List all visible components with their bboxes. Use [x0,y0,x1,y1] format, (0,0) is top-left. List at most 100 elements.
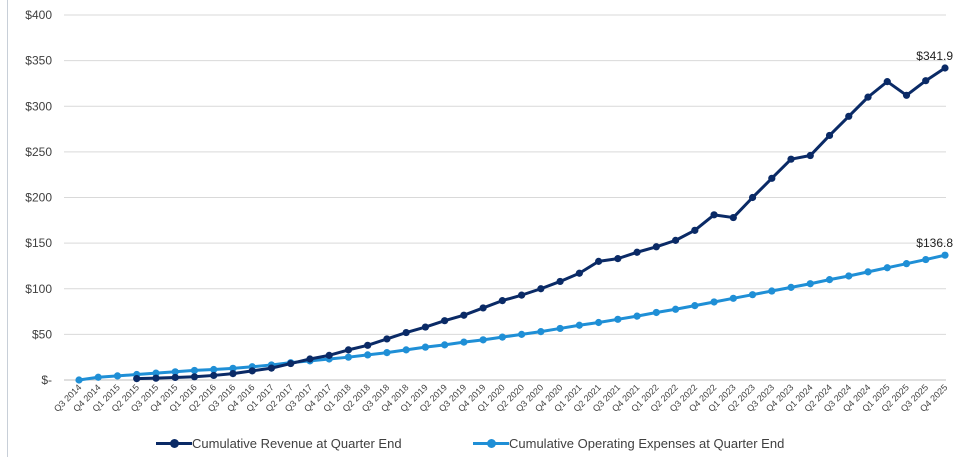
revenue-data-point [402,328,410,337]
opex-data-point [460,338,468,346]
opex-data-point [190,366,199,375]
revenue-data-point [518,291,526,299]
revenue-data-point [595,257,603,265]
revenue-data-point [825,131,834,140]
revenue-data-point [460,311,468,319]
revenue-data-point [748,193,757,202]
legend-label-revenue: Cumulative Revenue at Quarter End [192,435,402,451]
opex-data-point [556,324,564,333]
opex-data-point [652,308,660,317]
opex-data-point [941,251,949,259]
opex-data-point [633,312,641,320]
revenue-data-point [883,78,891,86]
legend-item-opex: Cumulative Operating Expenses at Quarter… [473,432,784,454]
opex-data-point [210,365,218,374]
chart-legend: Cumulative Revenue at Quarter End Cumula… [0,432,959,454]
revenue-data-point [229,370,237,378]
revenue-data-point [344,346,353,354]
revenue-data-point [710,211,718,219]
opex-data-point [383,349,391,357]
y-tick-label: $400 [25,8,52,22]
revenue-data-point [190,373,199,381]
legend-swatch-opex [473,432,509,454]
revenue-data-point [575,269,583,277]
revenue-data-point [479,304,487,312]
opex-data-point [479,336,487,344]
revenue-data-point [441,317,449,325]
revenue-data-point [941,64,949,72]
legend-item-revenue: Cumulative Revenue at Quarter End [156,432,402,454]
y-tick-label: $100 [25,282,52,296]
revenue-data-point [691,226,699,234]
revenue-end-data-label: $341.9 [916,49,953,63]
y-tick-label: $- [41,373,52,387]
opex-data-point [171,368,179,376]
revenue-data-point [845,112,853,120]
opex-data-point [94,373,102,381]
opex-data-point [845,272,853,280]
revenue-data-point [152,374,160,382]
opex-data-point [825,276,834,284]
opex-data-point [768,287,776,295]
y-tick-label: $350 [25,54,52,68]
opex-data-point [595,318,603,327]
opex-data-point [806,280,814,288]
opex-data-point [787,283,795,291]
y-tick-label: $50 [32,327,52,341]
revenue-data-point [729,213,737,222]
revenue-data-point [133,375,141,383]
opex-data-point [537,328,545,336]
revenue-data-point [498,297,506,305]
opex-series-line [78,253,946,382]
opex-data-point [671,305,680,313]
revenue-data-point [922,77,930,85]
y-tick-label: $250 [25,145,52,159]
revenue-data-point [248,367,256,375]
revenue-data-point [287,359,295,368]
revenue-data-point [902,91,911,99]
opex-data-point [344,353,353,361]
opex-data-point [75,376,83,384]
opex-data-point [113,372,122,380]
revenue-data-point [633,248,641,256]
opex-data-point [614,315,622,323]
legend-label-opex: Cumulative Operating Expenses at Quarter… [509,435,785,451]
revenue-data-point [171,373,179,382]
revenue-data-point [671,236,680,244]
opex-data-point [864,268,872,276]
revenue-data-point [556,277,564,286]
revenue-data-point [864,93,872,101]
revenue-data-point [383,335,391,343]
revenue-data-point [306,355,314,363]
opex-data-point [710,298,718,306]
revenue-data-point [421,323,429,331]
opex-end-data-label: $136.8 [916,236,953,250]
opex-data-point [922,255,930,264]
opex-data-point [518,330,526,338]
revenue-data-point [325,351,333,359]
opex-data-point [498,333,506,341]
revenue-data-point [768,174,776,182]
revenue-data-point [210,371,218,380]
chart-frame-border [7,0,8,457]
opex-data-point [691,302,699,310]
opex-data-point [441,341,449,349]
opex-data-point [364,351,372,359]
opex-data-point [902,260,911,268]
revenue-data-point [614,255,622,263]
revenue-data-point [364,341,372,349]
revenue-data-point [267,364,276,372]
opex-data-point [883,264,891,272]
revenue-data-point [787,155,795,163]
revenue-data-point [806,151,814,160]
opex-data-point [421,343,429,351]
revenue-data-point [537,285,545,293]
y-tick-label: $150 [25,236,52,250]
y-tick-label: $300 [25,99,52,113]
opex-data-point [575,321,583,329]
y-tick-label: $200 [25,191,52,205]
opex-data-point [152,369,160,377]
opex-data-point [748,291,757,299]
